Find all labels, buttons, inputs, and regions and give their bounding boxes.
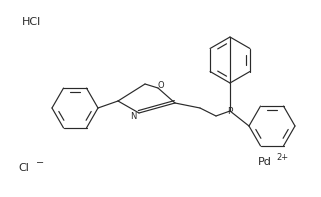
Text: 2+: 2+ [276, 152, 288, 162]
Text: HCl: HCl [22, 17, 41, 27]
Text: Pd: Pd [258, 157, 272, 167]
Text: O: O [158, 81, 164, 89]
Text: P: P [227, 107, 233, 115]
Text: Cl: Cl [18, 163, 29, 173]
Text: N: N [130, 112, 136, 121]
Text: −: − [36, 158, 44, 168]
